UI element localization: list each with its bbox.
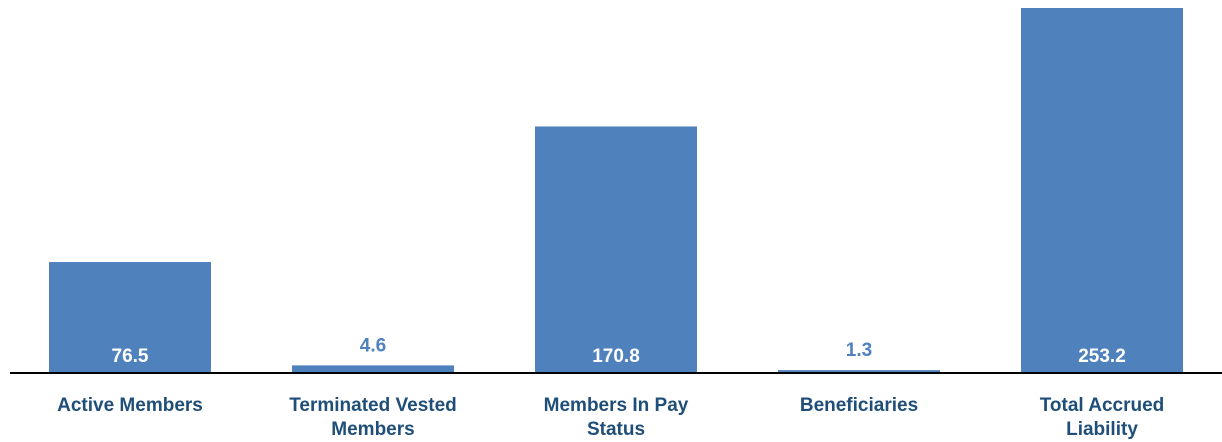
bar-4 <box>1021 8 1183 372</box>
labels-group: 76.5 Active Members 4.6 Terminated Vested Me… <box>57 335 1164 440</box>
bar-2 <box>535 126 697 373</box>
value-label-0: 76.5 <box>112 346 149 367</box>
bars-group <box>49 8 1183 373</box>
bar-3 <box>778 370 940 372</box>
category-label-1-line-1: Members <box>331 419 414 440</box>
bar-0 <box>49 262 211 372</box>
category-label-2-line-1: Status <box>587 419 645 440</box>
value-label-1: 4.6 <box>360 335 386 356</box>
category-label-4-line-1: Liability <box>1066 419 1138 440</box>
category-label-3-line-0: Beneficiaries <box>800 395 918 416</box>
category-label-2-line-0: Members In Pay <box>544 395 689 416</box>
category-label-1-line-0: Terminated Vested <box>289 395 457 416</box>
category-label-0-line-0: Active Members <box>57 395 203 416</box>
bar-1 <box>292 365 454 372</box>
value-label-3: 1.3 <box>846 340 872 361</box>
value-label-2: 170.8 <box>592 346 640 367</box>
category-label-4-line-0: Total Accrued <box>1040 395 1165 416</box>
value-label-4: 253.2 <box>1078 346 1126 367</box>
